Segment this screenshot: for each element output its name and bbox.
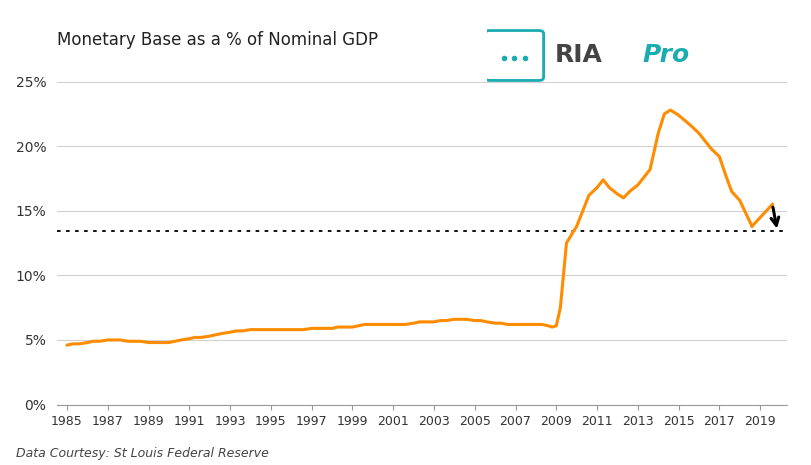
Text: Monetary Base as a % of Nominal GDP: Monetary Base as a % of Nominal GDP [57,31,378,49]
Text: RIA: RIA [555,44,603,67]
Text: Data Courtesy: St Louis Federal Reserve: Data Courtesy: St Louis Federal Reserve [16,447,269,460]
Text: Pro: Pro [642,44,689,67]
FancyBboxPatch shape [485,31,543,80]
